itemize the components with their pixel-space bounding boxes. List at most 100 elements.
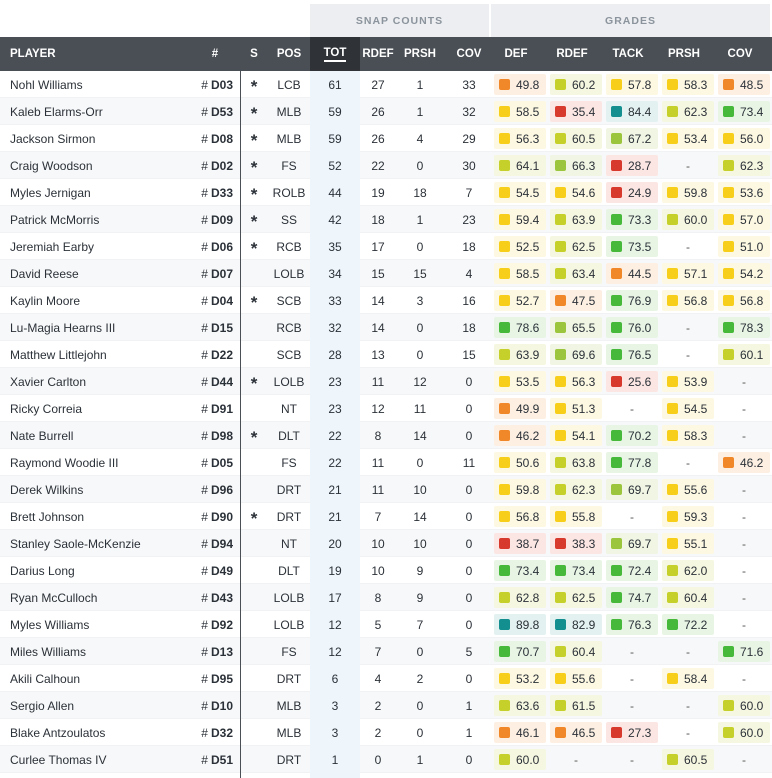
grade-color-square-icon <box>667 565 678 576</box>
player-name[interactable]: Nohl Williams <box>10 77 83 92</box>
grade-color-square-icon <box>611 79 622 90</box>
grade-tackling: 70.2 <box>606 422 658 449</box>
player-name[interactable]: Darius Long <box>10 563 75 578</box>
grade-color-square-icon <box>667 673 678 684</box>
grade-color-square-icon <box>555 673 566 684</box>
player-name[interactable]: Akili Calhoun <box>10 671 81 686</box>
player-name[interactable]: Craig Woodson <box>10 158 93 173</box>
grade-badge: 76.5 <box>606 344 658 365</box>
header-grade-pass-rush[interactable]: PRSH <box>668 48 700 60</box>
grade-color-square-icon <box>667 430 678 441</box>
player-name[interactable]: Blake Antzoulatos <box>10 725 106 740</box>
grade-pass-rush: 58.4 <box>662 665 714 692</box>
header-pass-rush-snaps[interactable]: PRSH <box>404 48 436 60</box>
header-starter[interactable]: S <box>250 48 258 60</box>
grade-coverage: 60.0 <box>718 719 770 746</box>
grade-value: 59.3 <box>684 509 708 524</box>
grade-badge: 77.8 <box>606 452 658 473</box>
grade-defense: 54.5 <box>494 179 546 206</box>
player-name[interactable]: Kaylin Moore <box>10 293 81 308</box>
starter-asterisk-icon: * <box>250 104 258 123</box>
header-grade-run-defense[interactable]: RDEF <box>556 48 588 60</box>
player-name[interactable]: Lu-Magia Hearns III <box>10 320 116 335</box>
table-row: Derek Wilkins # D96 DRT 21 11 10 0 59.8 62.3 69.7 5… <box>0 476 772 503</box>
player-name[interactable]: Derek Wilkins <box>10 482 84 497</box>
grade-badge: 28.7 <box>606 155 658 176</box>
header-total-snaps[interactable]: TOT <box>310 37 360 71</box>
header-position[interactable]: POS <box>276 48 302 60</box>
header-grade-coverage[interactable]: COV <box>727 48 753 60</box>
player-name[interactable]: Patrick McMorris <box>10 212 100 227</box>
player-name[interactable]: Myles Jernigan <box>10 185 91 200</box>
grade-badge: 46.1 <box>494 722 546 743</box>
player-name[interactable]: Nate Burrell <box>10 428 74 443</box>
grade-color-square-icon <box>667 106 678 117</box>
player-name[interactable]: Jackson Sirmon <box>10 131 96 146</box>
starter-empty <box>244 746 264 773</box>
grade-color-square-icon <box>723 106 734 117</box>
starter-empty <box>244 692 264 719</box>
player-name[interactable]: Raymond Woodie III <box>10 455 119 470</box>
grade-badge: 64.1 <box>494 155 546 176</box>
grade-empty: - <box>630 671 634 686</box>
run-defense-snaps: 7 <box>374 509 382 524</box>
header-coverage-snaps[interactable]: COV <box>456 48 482 60</box>
pass-rush-snaps: 1 <box>416 104 424 119</box>
player-name[interactable]: David Reese <box>10 266 79 281</box>
grade-color-square-icon <box>611 538 622 549</box>
grade-badge: 63.8 <box>550 452 602 473</box>
pass-rush-snaps: 12 <box>413 374 427 389</box>
grade-coverage: 54.2 <box>718 260 770 287</box>
grade-value: 55.6 <box>572 671 596 686</box>
grade-badge: 78.3 <box>718 317 770 338</box>
header-player[interactable]: PLAYER <box>10 48 56 60</box>
grade-badge: 53.4 <box>662 128 714 149</box>
grade-color-square-icon <box>499 700 510 711</box>
grade-color-square-icon <box>555 79 566 90</box>
player-name[interactable]: Curlee Thomas IV <box>10 752 107 767</box>
player-name[interactable]: Matthew Littlejohn <box>10 347 107 362</box>
player-name[interactable]: Ricky Correia <box>10 401 83 416</box>
grade-color-square-icon <box>723 646 734 657</box>
grade-tackling: - <box>606 395 658 422</box>
pass-rush-snaps: 0 <box>416 644 424 659</box>
player-name[interactable]: Xavier Carlton <box>10 374 87 389</box>
grade-pass-rush: 54.5 <box>662 395 714 422</box>
player-name[interactable]: Brett Johnson <box>10 509 85 524</box>
header-grade-defense[interactable]: DEF <box>504 48 528 60</box>
jersey-number: # D96 <box>190 476 233 503</box>
player-name[interactable]: Kaleb Elarms-Orr <box>10 104 103 119</box>
player-name[interactable]: Miles Williams <box>10 644 86 659</box>
player-name[interactable]: Sergio Allen <box>10 698 75 713</box>
grade-color-square-icon <box>499 187 510 198</box>
grade-defense: 53.5 <box>494 368 546 395</box>
player-name[interactable]: Myles Williams <box>10 617 90 632</box>
position: DRT <box>276 482 302 497</box>
grade-badge: 25.6 <box>606 371 658 392</box>
grade-color-square-icon <box>499 349 510 360</box>
grade-color-square-icon <box>499 106 510 117</box>
header-grade-tackling[interactable]: TACK <box>612 48 644 60</box>
table-row: Myles Jernigan # D33 * ROLB 44 19 18 7 54.5 54.6 24… <box>0 179 772 206</box>
player-name[interactable]: Ryan McCulloch <box>10 590 98 605</box>
grade-value: 63.9 <box>516 347 540 362</box>
grade-badge: 56.8 <box>662 290 714 311</box>
grade-color-square-icon <box>611 322 622 333</box>
grade-value: 76.3 <box>628 617 652 632</box>
jersey-number: # D98 <box>190 422 233 449</box>
grade-value: 46.1 <box>516 725 540 740</box>
grade-color-square-icon <box>611 133 622 144</box>
grade-badge: 57.0 <box>718 209 770 230</box>
grade-defense: 64.1 <box>494 152 546 179</box>
header-number[interactable]: # <box>211 48 219 60</box>
header-run-defense-snaps[interactable]: RDEF <box>362 48 394 60</box>
hash-symbol: # <box>201 347 208 362</box>
grade-color-square-icon <box>555 646 566 657</box>
player-name[interactable]: Jeremiah Earby <box>10 239 95 254</box>
starter-empty <box>244 314 264 341</box>
grade-value: 60.4 <box>572 644 596 659</box>
player-name[interactable]: Stanley Saole-McKenzie <box>10 536 141 551</box>
hash-symbol: # <box>201 293 208 308</box>
jersey-number: # D15 <box>190 314 233 341</box>
grade-badge: 55.6 <box>662 479 714 500</box>
